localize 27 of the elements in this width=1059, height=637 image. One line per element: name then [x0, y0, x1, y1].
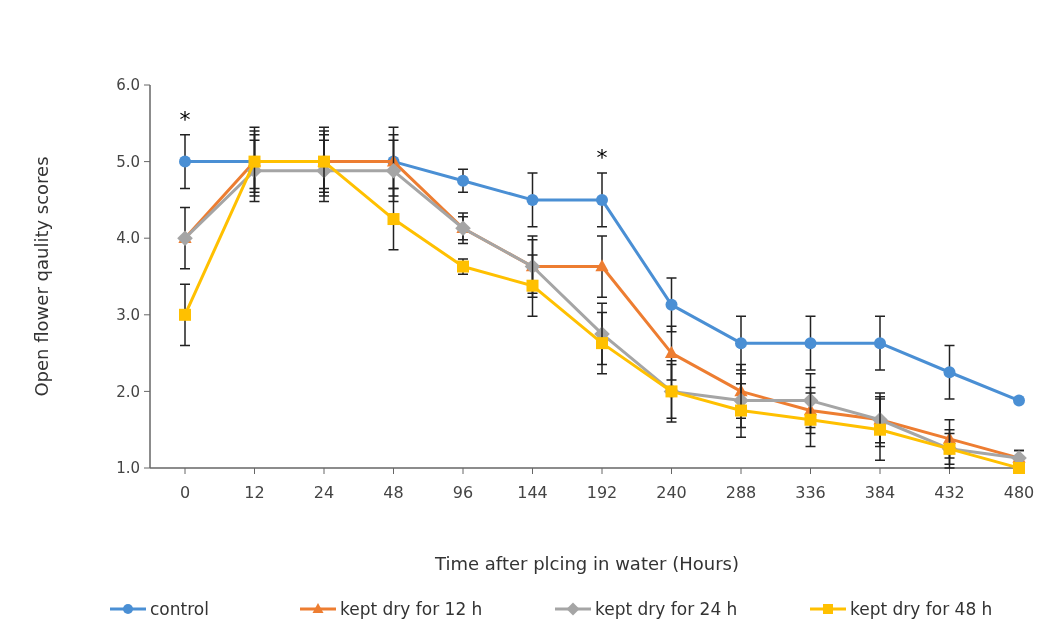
x-tick-label: 192 — [586, 483, 618, 502]
x-tick-label: 480 — [1003, 483, 1035, 502]
y-tick-label: 3.0 — [116, 306, 140, 325]
x-tick-label: 384 — [864, 483, 896, 502]
y-axis-title: Open flower qaulity scores — [31, 156, 52, 397]
legend-label: kept dry for 24 h — [595, 598, 738, 619]
x-tick-label: 240 — [656, 483, 687, 502]
x-tick-label: 48 — [383, 483, 404, 502]
annotation: * — [179, 106, 191, 132]
x-axis-title: Time after plcing in water (Hours) — [434, 553, 739, 574]
y-tick-label: 6.0 — [116, 76, 140, 95]
y-tick-label: 5.0 — [116, 152, 140, 171]
y-tick-label: 4.0 — [116, 229, 140, 248]
legend-label: control — [150, 598, 209, 619]
x-tick-label: 288 — [725, 483, 757, 502]
annotation: * — [596, 145, 608, 171]
x-tick-label: 12 — [244, 483, 265, 502]
y-tick-label: 2.0 — [116, 382, 140, 401]
legend-label: kept dry for 12 h — [340, 598, 483, 619]
x-tick-label: 96 — [452, 483, 474, 502]
y-tick-label: 1.0 — [116, 459, 140, 478]
x-tick-label: 24 — [313, 483, 335, 502]
x-tick-label: 144 — [517, 483, 548, 502]
x-tick-label: 336 — [795, 483, 826, 502]
x-tick-label: 432 — [934, 483, 965, 502]
legend-label: kept dry for 48 h — [850, 598, 993, 619]
x-tick-label: 0 — [179, 483, 191, 502]
